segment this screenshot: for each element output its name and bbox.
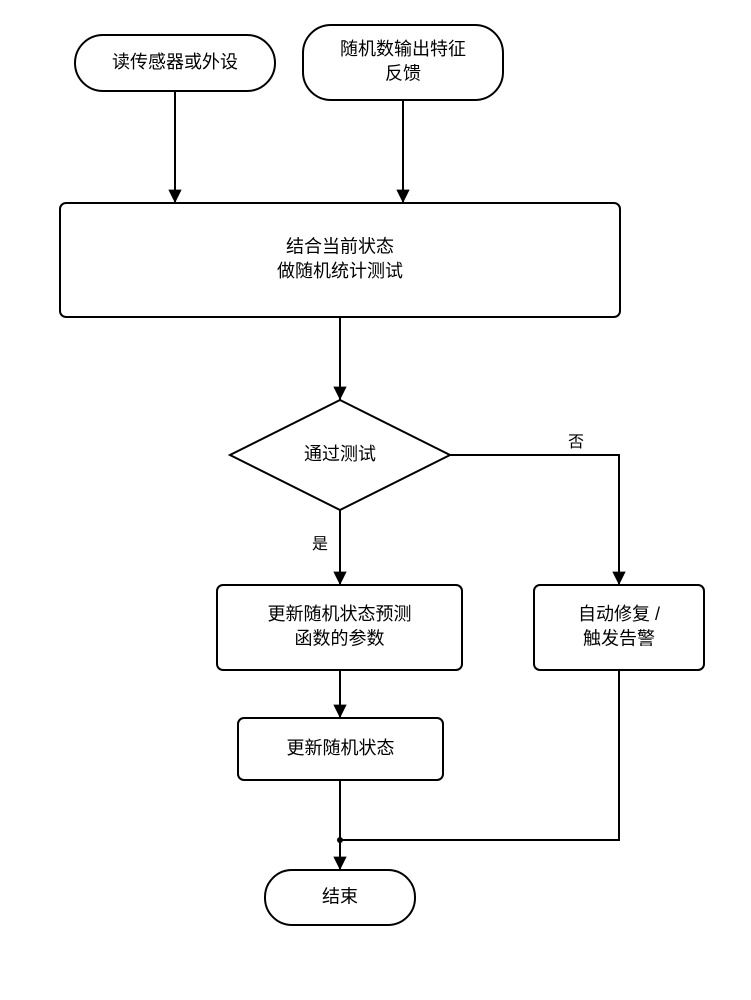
- edge-join: [337, 837, 343, 843]
- node-label: 通过测试: [304, 444, 376, 464]
- node-label: 函数的参数: [295, 628, 385, 648]
- node-label: 读传感器或外设: [112, 52, 238, 72]
- edge-label: 是: [312, 536, 328, 553]
- node-label: 随机数输出特征: [340, 39, 466, 59]
- flow-edge: [450, 455, 619, 585]
- node-label: 更新随机状态预测: [268, 604, 412, 624]
- node-label: 结束: [322, 886, 358, 906]
- node-label: 触发告警: [583, 628, 655, 648]
- node-label: 结合当前状态: [286, 237, 394, 257]
- node-label: 做随机统计测试: [277, 261, 403, 281]
- edge-label: 否: [568, 434, 584, 451]
- node-label: 更新随机状态: [287, 738, 395, 758]
- node-label: 自动修复 /: [578, 604, 660, 624]
- node-label: 反馈: [385, 63, 421, 83]
